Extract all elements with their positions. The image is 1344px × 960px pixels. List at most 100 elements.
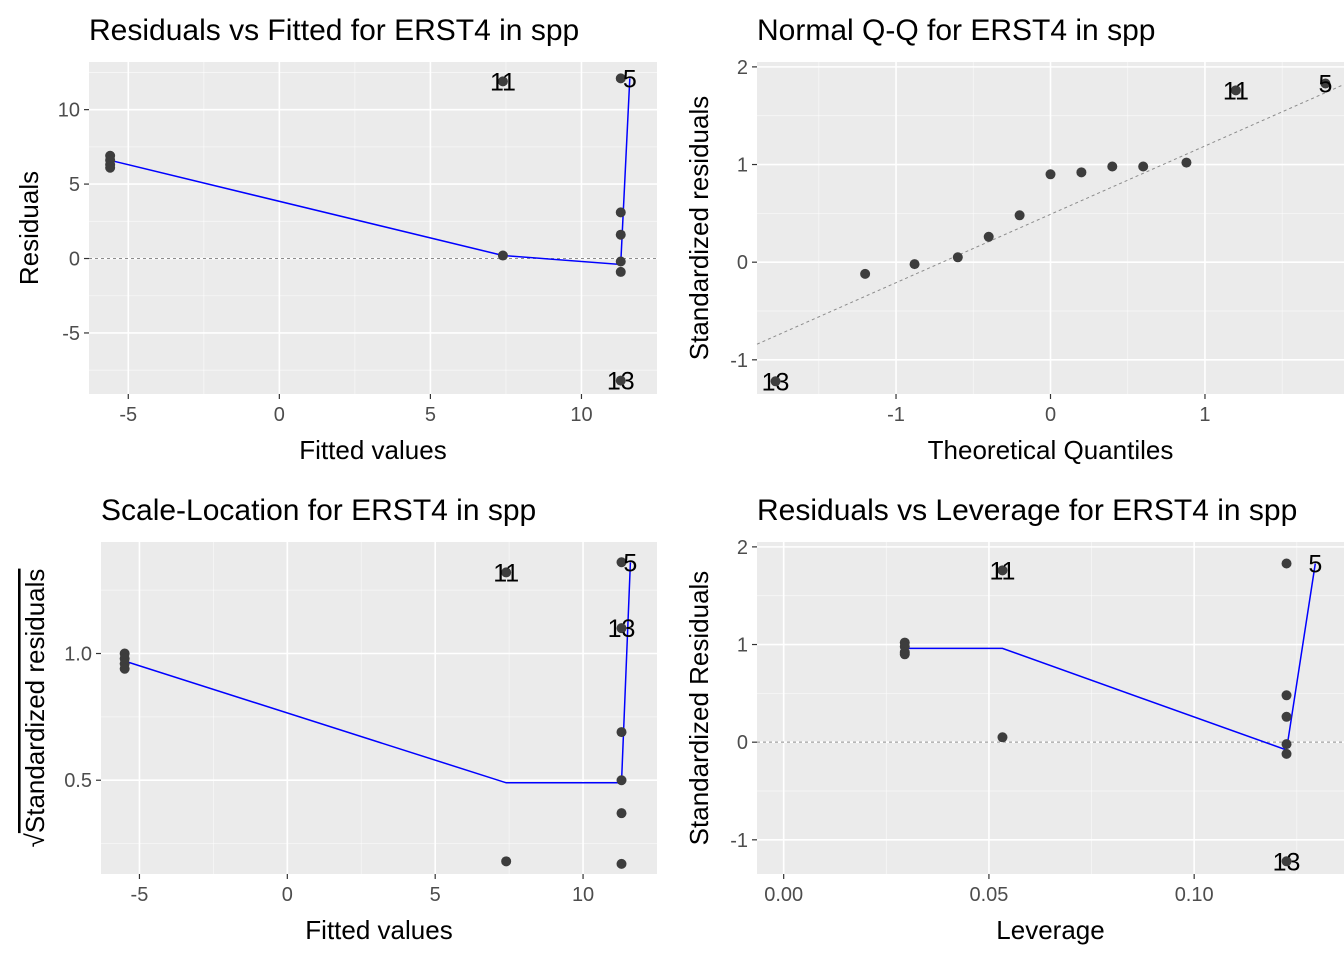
x-tick-label: 0 (1045, 404, 1056, 426)
data-point (983, 231, 994, 242)
x-tick-label: 10 (570, 404, 592, 426)
chart-title: Residuals vs Leverage for ERST4 in spp (757, 494, 1297, 527)
data-point (1320, 78, 1331, 89)
x-axis-title: Fitted values (299, 435, 446, 465)
x-tick-label: -5 (131, 884, 149, 906)
data-point (615, 266, 626, 277)
data-point (119, 663, 130, 674)
chart-panel-3: -5 0 5 10 0.5 1.0 11 5 13 Scale-Location for ERST… (20, 494, 657, 945)
y-tick-label: 1.0 (64, 644, 92, 666)
y-axis-title-text: Standardized residuals (20, 569, 50, 834)
data-point (1107, 161, 1118, 172)
data-point (501, 567, 512, 578)
x-tick-label: 0.05 (969, 884, 1008, 906)
chart-panel-1: -5 0 5 10 -5 0 5 10 11 5 13 Residuals vs Fitted for… (14, 14, 657, 465)
y-tick-label: 2 (737, 537, 748, 559)
data-point (615, 207, 626, 218)
data-point (1230, 85, 1241, 96)
panel-background (89, 62, 657, 394)
chart-title: Normal Q-Q for ERST4 in spp (757, 14, 1155, 47)
point-label: 11 (1223, 77, 1249, 105)
point-label: 13 (762, 368, 790, 396)
data-point (616, 623, 627, 634)
x-tick-label: 1 (1199, 404, 1210, 426)
smooth-line (904, 563, 1317, 752)
point-label: 5 (623, 65, 637, 93)
chart-panel-2: -1 0 1 -1 0 1 2 11 5 13 Normal Q-Q for ERST4 in sp… (684, 14, 1344, 465)
data-point (1138, 161, 1149, 172)
data-point (1281, 558, 1292, 569)
data-point (497, 76, 508, 87)
x-axis-title: Leverage (996, 915, 1104, 945)
data-point (860, 268, 871, 279)
y-tick-label: 5 (69, 174, 80, 196)
point-label: 11 (493, 559, 519, 587)
data-point (616, 775, 627, 786)
data-point (615, 73, 626, 84)
x-tick-label: 0.10 (1175, 884, 1214, 906)
y-tick-label: 10 (58, 100, 80, 122)
y-tick-label: -1 (730, 350, 748, 372)
y-axis-title: Residuals (14, 171, 44, 285)
data-point (105, 162, 116, 173)
x-tick-label: 5 (430, 884, 441, 906)
data-point (616, 858, 627, 869)
y-tick-label: 1 (737, 155, 748, 177)
data-point (615, 229, 626, 240)
data-point (616, 557, 627, 568)
data-point (952, 252, 963, 263)
chart-title: Residuals vs Fitted for ERST4 in spp (89, 14, 579, 47)
point-label: 5 (1319, 70, 1333, 98)
x-tick-label: -1 (887, 404, 905, 426)
data-point (997, 565, 1008, 576)
y-axis-title-sqrt: √ (20, 832, 50, 847)
y-tick-label: 0 (737, 252, 748, 274)
point-label: 11 (989, 557, 1015, 585)
y-tick-label: 2 (737, 57, 748, 79)
data-point (997, 732, 1008, 743)
data-point (497, 250, 508, 261)
y-tick-label: 0 (69, 249, 80, 271)
point-label: 13 (607, 368, 635, 396)
y-axis-title: Standardized residuals (684, 96, 714, 361)
smooth-line (124, 562, 632, 784)
data-point (1181, 157, 1192, 168)
data-point (1045, 169, 1056, 180)
data-point (1281, 856, 1292, 867)
data-point (616, 808, 627, 819)
data-point (501, 856, 512, 867)
x-tick-label: 10 (572, 884, 594, 906)
reference-line (756, 84, 1344, 345)
x-axis-title: Fitted values (305, 915, 452, 945)
point-label: 5 (1308, 550, 1322, 578)
data-point (899, 649, 910, 660)
data-point (909, 259, 920, 270)
smooth-line (109, 78, 631, 266)
y-tick-label: 0.5 (64, 770, 92, 792)
y-axis-title: Standardized Residuals (684, 571, 714, 846)
data-point (770, 376, 781, 387)
x-tick-label: 0 (274, 404, 285, 426)
chart-title: Scale-Location for ERST4 in spp (101, 494, 536, 527)
data-point (615, 375, 626, 386)
x-tick-label: 5 (425, 404, 436, 426)
y-axis-title: √Standardized residuals (20, 569, 50, 848)
x-tick-label: 0.00 (764, 884, 803, 906)
y-tick-label: 0 (737, 732, 748, 754)
point-label: 13 (608, 615, 636, 643)
x-tick-label: 0 (282, 884, 293, 906)
panel-background (757, 542, 1344, 874)
data-point (616, 727, 627, 738)
x-axis-title: Theoretical Quantiles (928, 435, 1174, 465)
y-tick-label: -5 (62, 323, 80, 345)
data-point (1014, 210, 1025, 221)
y-tick-label: -1 (730, 830, 748, 852)
data-point (1281, 711, 1292, 722)
data-point (1281, 748, 1292, 759)
data-point (1281, 690, 1292, 701)
panel-background (101, 542, 657, 874)
data-point (1281, 739, 1292, 750)
point-label: 13 (1273, 848, 1301, 876)
point-label: 5 (623, 549, 637, 577)
